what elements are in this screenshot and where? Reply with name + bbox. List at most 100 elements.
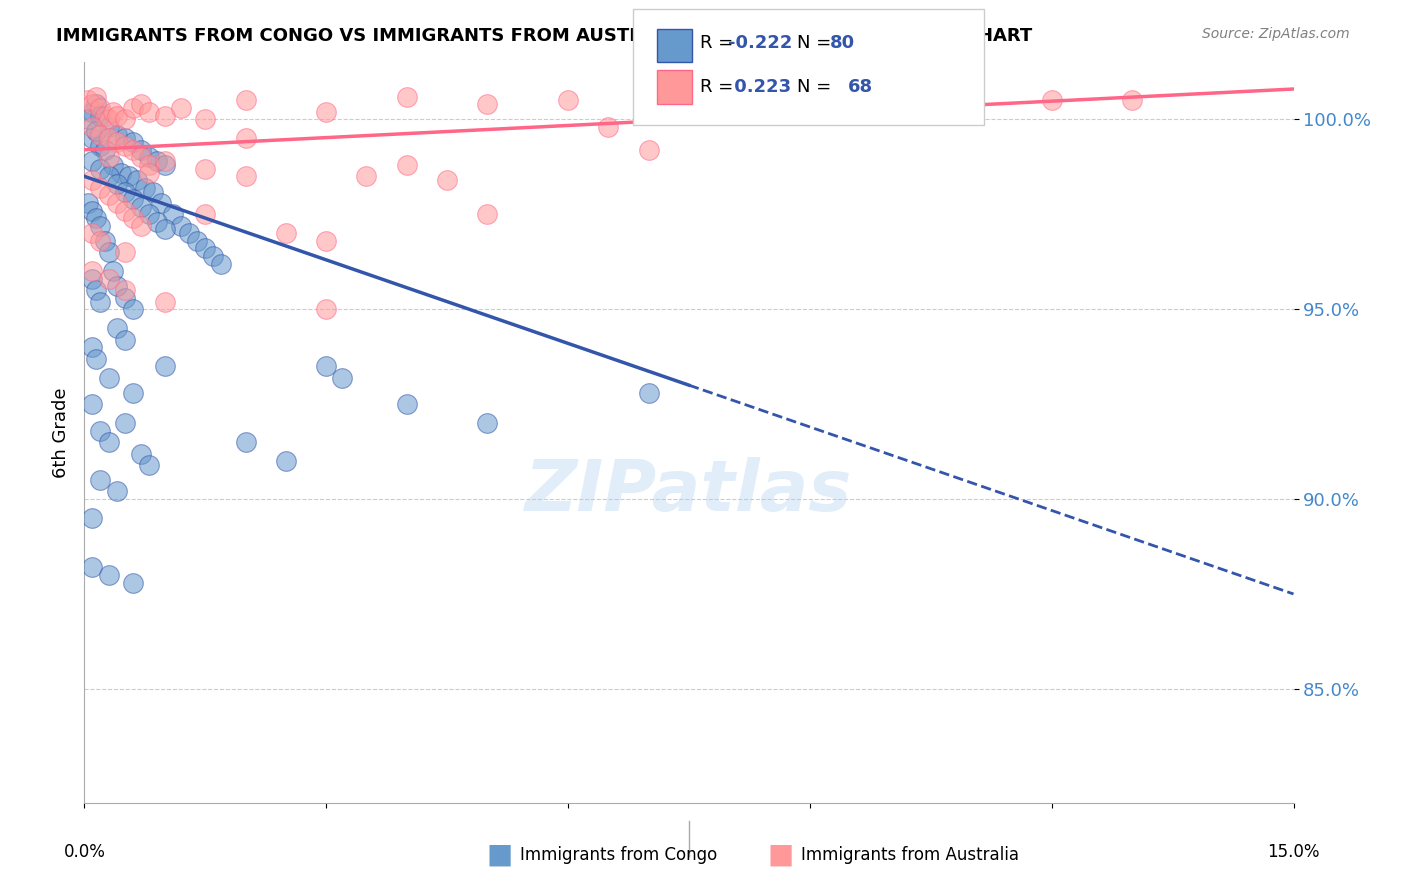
- Point: [97, 188, 120, 202]
- Point: [82, 104, 104, 119]
- Point: [114, 416, 136, 430]
- Point: [97, 150, 120, 164]
- Point: [82, 227, 104, 241]
- Point: [114, 291, 136, 305]
- Point: [114, 139, 136, 153]
- Point: [179, 227, 201, 241]
- Point: [194, 207, 217, 221]
- Point: [89, 424, 111, 438]
- Point: [97, 112, 120, 127]
- Point: [77, 94, 100, 108]
- Point: [97, 120, 120, 134]
- Point: [86, 211, 108, 226]
- Point: [121, 302, 143, 317]
- Point: [86, 351, 108, 366]
- Point: [1040, 94, 1063, 108]
- Point: [356, 169, 378, 184]
- Point: [118, 169, 141, 184]
- Text: 0.0%: 0.0%: [63, 843, 105, 861]
- Point: [170, 219, 193, 233]
- Point: [557, 94, 579, 108]
- Text: R =: R =: [700, 78, 740, 95]
- Point: [89, 101, 111, 115]
- Point: [105, 135, 128, 149]
- Text: 0.223: 0.223: [728, 78, 792, 95]
- Point: [637, 143, 659, 157]
- Point: [395, 89, 418, 103]
- Point: [110, 165, 132, 179]
- Point: [89, 109, 111, 123]
- Point: [153, 294, 176, 309]
- Point: [138, 458, 160, 472]
- Point: [194, 161, 217, 176]
- Point: [97, 245, 120, 260]
- Point: [105, 484, 128, 499]
- Point: [153, 109, 176, 123]
- Point: [235, 169, 257, 184]
- Point: [114, 283, 136, 297]
- Point: [138, 104, 160, 119]
- Point: [138, 165, 160, 179]
- Point: [330, 370, 353, 384]
- Point: [129, 200, 152, 214]
- Point: [105, 109, 128, 123]
- Y-axis label: 6th Grade: 6th Grade: [52, 387, 70, 478]
- Point: [274, 454, 297, 468]
- Point: [121, 385, 143, 400]
- Point: [598, 120, 620, 134]
- Point: [477, 207, 499, 221]
- Point: [235, 435, 257, 450]
- Point: [138, 158, 160, 172]
- Point: [93, 234, 115, 248]
- Point: [89, 473, 111, 487]
- Point: [86, 283, 108, 297]
- Point: [105, 321, 128, 335]
- Point: [77, 195, 100, 210]
- Point: [82, 203, 104, 218]
- Point: [77, 112, 100, 127]
- Point: [105, 195, 128, 210]
- Point: [86, 124, 108, 138]
- Text: N =: N =: [797, 78, 837, 95]
- Point: [82, 264, 104, 278]
- Point: [93, 109, 115, 123]
- Point: [477, 97, 499, 112]
- Point: [477, 416, 499, 430]
- Text: -0.222: -0.222: [728, 34, 793, 52]
- Point: [162, 207, 184, 221]
- Point: [82, 340, 104, 354]
- Point: [315, 234, 337, 248]
- Point: [97, 435, 120, 450]
- Point: [129, 150, 152, 164]
- Point: [235, 94, 257, 108]
- Point: [86, 89, 108, 103]
- Point: [134, 180, 156, 194]
- Point: [121, 143, 143, 157]
- Point: [82, 120, 104, 134]
- Point: [114, 112, 136, 127]
- Point: [97, 131, 120, 145]
- Point: [97, 169, 120, 184]
- Point: [153, 359, 176, 374]
- Point: [121, 101, 143, 115]
- Point: [129, 97, 152, 112]
- Point: [86, 97, 108, 112]
- Point: [121, 135, 143, 149]
- Point: [395, 158, 418, 172]
- Text: IMMIGRANTS FROM CONGO VS IMMIGRANTS FROM AUSTRALIA 6TH GRADE CORRELATION CHART: IMMIGRANTS FROM CONGO VS IMMIGRANTS FROM…: [56, 27, 1032, 45]
- Point: [170, 101, 193, 115]
- Point: [82, 397, 104, 411]
- Point: [82, 272, 104, 286]
- Point: [436, 173, 458, 187]
- Point: [235, 131, 257, 145]
- Point: [114, 245, 136, 260]
- Text: 80: 80: [830, 34, 855, 52]
- Text: R =: R =: [700, 34, 740, 52]
- Text: Immigrants from Congo: Immigrants from Congo: [520, 846, 717, 863]
- Point: [839, 89, 862, 103]
- Point: [114, 185, 136, 199]
- Point: [149, 195, 172, 210]
- Point: [274, 227, 297, 241]
- Point: [142, 185, 165, 199]
- Text: ■: ■: [768, 840, 793, 869]
